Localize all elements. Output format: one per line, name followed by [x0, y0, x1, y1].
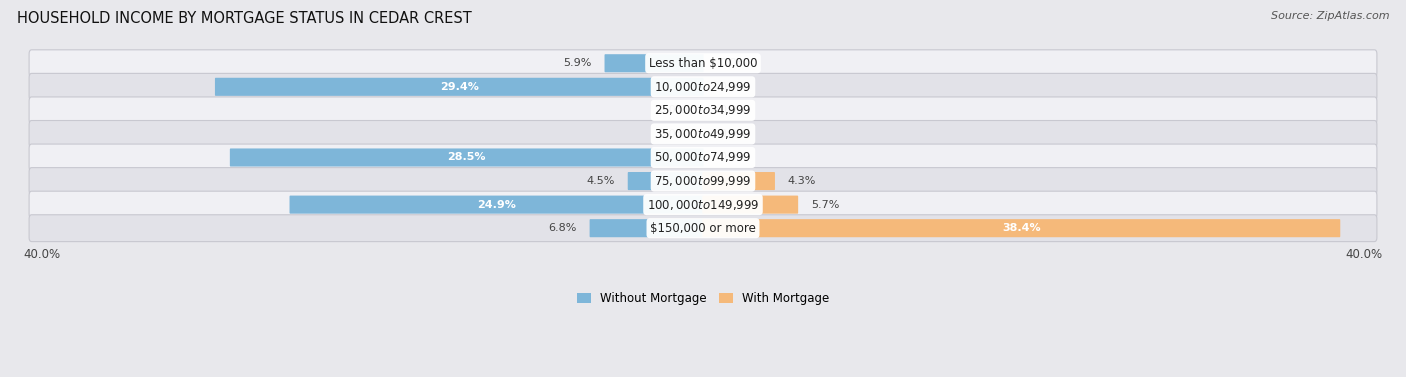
- FancyBboxPatch shape: [30, 168, 1376, 195]
- Text: 5.7%: 5.7%: [811, 200, 839, 210]
- Text: HOUSEHOLD INCOME BY MORTGAGE STATUS IN CEDAR CREST: HOUSEHOLD INCOME BY MORTGAGE STATUS IN C…: [17, 11, 471, 26]
- FancyBboxPatch shape: [703, 196, 799, 214]
- Text: 28.5%: 28.5%: [447, 152, 486, 162]
- Text: $50,000 to $74,999: $50,000 to $74,999: [654, 150, 752, 164]
- Legend: Without Mortgage, With Mortgage: Without Mortgage, With Mortgage: [572, 287, 834, 310]
- Text: $150,000 or more: $150,000 or more: [650, 222, 756, 235]
- FancyBboxPatch shape: [30, 215, 1376, 242]
- FancyBboxPatch shape: [605, 54, 703, 72]
- FancyBboxPatch shape: [627, 172, 703, 190]
- Text: 0.0%: 0.0%: [720, 129, 748, 139]
- FancyBboxPatch shape: [30, 50, 1376, 77]
- Text: $75,000 to $99,999: $75,000 to $99,999: [654, 174, 752, 188]
- FancyBboxPatch shape: [703, 219, 1340, 237]
- FancyBboxPatch shape: [30, 74, 1376, 100]
- FancyBboxPatch shape: [30, 121, 1376, 147]
- Text: 0.0%: 0.0%: [658, 105, 686, 115]
- Text: 40.0%: 40.0%: [1346, 248, 1382, 261]
- FancyBboxPatch shape: [30, 191, 1376, 218]
- Text: 5.9%: 5.9%: [564, 58, 592, 68]
- Text: 6.8%: 6.8%: [548, 223, 576, 233]
- Text: $25,000 to $34,999: $25,000 to $34,999: [654, 103, 752, 117]
- FancyBboxPatch shape: [229, 149, 703, 167]
- Text: 0.0%: 0.0%: [658, 129, 686, 139]
- Text: Less than $10,000: Less than $10,000: [648, 57, 758, 70]
- FancyBboxPatch shape: [290, 196, 703, 214]
- Text: 38.4%: 38.4%: [1002, 223, 1040, 233]
- Text: 40.0%: 40.0%: [24, 248, 60, 261]
- Text: 0.0%: 0.0%: [720, 82, 748, 92]
- FancyBboxPatch shape: [703, 172, 775, 190]
- FancyBboxPatch shape: [30, 144, 1376, 171]
- Text: $10,000 to $24,999: $10,000 to $24,999: [654, 80, 752, 94]
- FancyBboxPatch shape: [589, 219, 703, 237]
- Text: Source: ZipAtlas.com: Source: ZipAtlas.com: [1271, 11, 1389, 21]
- FancyBboxPatch shape: [215, 78, 703, 96]
- Text: $100,000 to $149,999: $100,000 to $149,999: [647, 198, 759, 211]
- Text: 4.5%: 4.5%: [586, 176, 616, 186]
- Text: 0.0%: 0.0%: [720, 152, 748, 162]
- Text: 24.9%: 24.9%: [477, 200, 516, 210]
- Text: 0.0%: 0.0%: [720, 58, 748, 68]
- Text: 4.3%: 4.3%: [787, 176, 815, 186]
- Text: 0.0%: 0.0%: [720, 105, 748, 115]
- FancyBboxPatch shape: [30, 97, 1376, 124]
- Text: 29.4%: 29.4%: [440, 82, 478, 92]
- Text: $35,000 to $49,999: $35,000 to $49,999: [654, 127, 752, 141]
